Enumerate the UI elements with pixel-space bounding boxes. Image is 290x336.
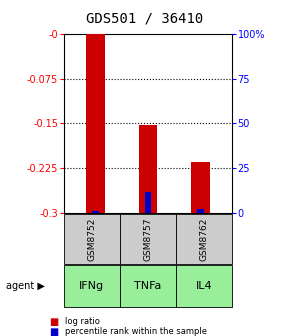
Bar [191, 162, 210, 213]
Text: GDS501 / 36410: GDS501 / 36410 [86, 12, 204, 26]
Text: IL4: IL4 [196, 282, 212, 291]
Text: GSM8757: GSM8757 [143, 217, 153, 261]
Text: ■: ■ [49, 327, 59, 336]
Bar [145, 192, 151, 213]
Text: TNFa: TNFa [134, 282, 162, 291]
Bar [197, 209, 204, 213]
Text: ■: ■ [49, 317, 59, 327]
Bar [139, 125, 157, 213]
Bar [92, 211, 99, 213]
Text: IFNg: IFNg [79, 282, 104, 291]
Bar [86, 34, 104, 213]
Text: agent ▶: agent ▶ [6, 282, 45, 291]
Text: log ratio: log ratio [65, 318, 100, 326]
Text: GSM8762: GSM8762 [200, 217, 209, 261]
Text: GSM8752: GSM8752 [87, 217, 96, 261]
Text: percentile rank within the sample: percentile rank within the sample [65, 327, 207, 336]
